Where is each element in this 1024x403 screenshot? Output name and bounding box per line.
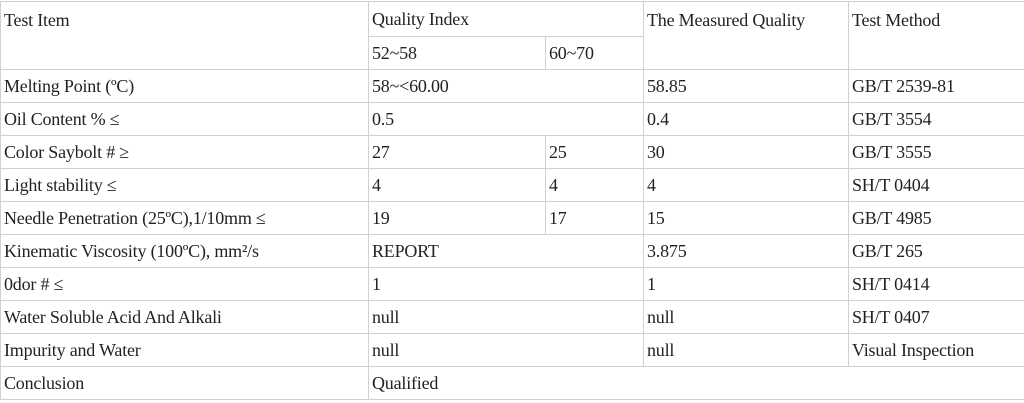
test-method: GB/T 4985 (849, 202, 1024, 235)
quality-index-b: 25 (546, 136, 644, 169)
measured-value: 3.875 (644, 235, 849, 268)
quality-index: 0.5 (369, 103, 644, 136)
header-measured-quality: The Measured Quality (644, 2, 849, 70)
header-test-method: Test Method (849, 2, 1024, 70)
header-grade-60-70: 60~70 (546, 37, 644, 70)
header-grade-52-58: 52~58 (369, 37, 546, 70)
test-method: Visual Inspection (849, 334, 1024, 367)
test-method: GB/T 3555 (849, 136, 1024, 169)
quality-index: null (369, 334, 644, 367)
measured-value: null (644, 334, 849, 367)
test-method: SH/T 0404 (849, 169, 1024, 202)
table-row: Light stability ≤ 4 4 4 SH/T 0404 (1, 169, 1024, 202)
test-method: SH/T 0407 (849, 301, 1024, 334)
quality-index-b: 4 (546, 169, 644, 202)
test-method: GB/T 2539-81 (849, 70, 1024, 103)
quality-index-a: 4 (369, 169, 546, 202)
table-row: Kinematic Viscosity (100ºC), mm²/s REPOR… (1, 235, 1024, 268)
quality-index: REPORT (369, 235, 644, 268)
measured-value: 1 (644, 268, 849, 301)
quality-index: null (369, 301, 644, 334)
table-row: Oil Content % ≤ 0.5 0.4 GB/T 3554 (1, 103, 1024, 136)
test-item: Color Saybolt # ≥ (1, 136, 369, 169)
test-item: Light stability ≤ (1, 169, 369, 202)
test-item: Needle Penetration (25ºC),1/10mm ≤ (1, 202, 369, 235)
measured-value: null (644, 301, 849, 334)
measured-value: 15 (644, 202, 849, 235)
header-quality-index: Quality Index (369, 2, 644, 37)
measured-value: 58.85 (644, 70, 849, 103)
conclusion-row: Conclusion Qualified (1, 367, 1024, 400)
header-row: Test Item Quality Index The Measured Qua… (1, 2, 1024, 37)
table-row: 0dor # ≤ 1 1 SH/T 0414 (1, 268, 1024, 301)
measured-value: 4 (644, 169, 849, 202)
measured-value: 0.4 (644, 103, 849, 136)
quality-index: 58~<60.00 (369, 70, 644, 103)
quality-index-a: 19 (369, 202, 546, 235)
measured-value: 30 (644, 136, 849, 169)
test-method: SH/T 0414 (849, 268, 1024, 301)
table-row: Impurity and Water null null Visual Insp… (1, 334, 1024, 367)
header-test-item: Test Item (1, 2, 369, 70)
quality-index-a: 27 (369, 136, 546, 169)
test-item: Melting Point (ºC) (1, 70, 369, 103)
test-item: Kinematic Viscosity (100ºC), mm²/s (1, 235, 369, 268)
conclusion-label: Conclusion (1, 367, 369, 400)
test-item: Water Soluble Acid And Alkali (1, 301, 369, 334)
test-item: Impurity and Water (1, 334, 369, 367)
table-row: Color Saybolt # ≥ 27 25 30 GB/T 3555 (1, 136, 1024, 169)
table-row: Water Soluble Acid And Alkali null null … (1, 301, 1024, 334)
test-item: Oil Content % ≤ (1, 103, 369, 136)
table-row: Melting Point (ºC) 58~<60.00 58.85 GB/T … (1, 70, 1024, 103)
conclusion-value: Qualified (369, 367, 1024, 400)
test-method: GB/T 265 (849, 235, 1024, 268)
quality-index: 1 (369, 268, 644, 301)
table-row: Needle Penetration (25ºC),1/10mm ≤ 19 17… (1, 202, 1024, 235)
test-item: 0dor # ≤ (1, 268, 369, 301)
quality-index-b: 17 (546, 202, 644, 235)
test-method: GB/T 3554 (849, 103, 1024, 136)
